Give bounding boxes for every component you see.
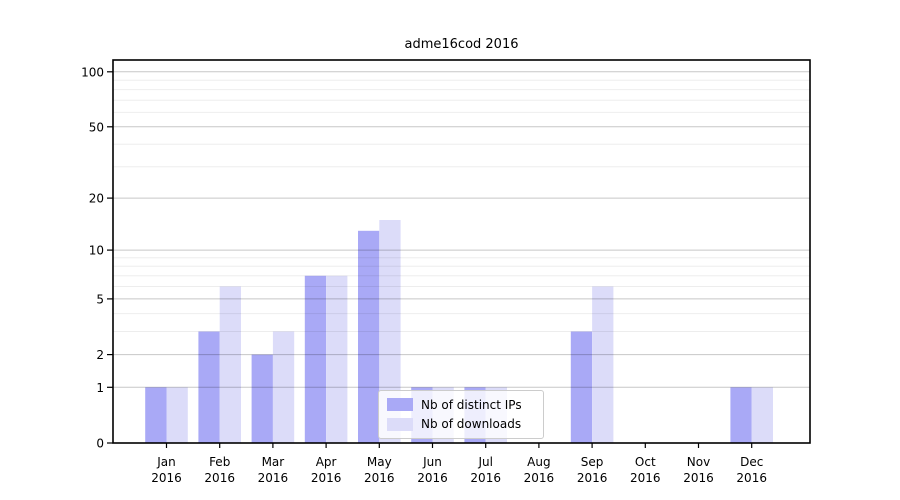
legend-entry-downloads: Nb of downloads (387, 417, 535, 432)
bar-nb-of-distinct-ips-feb-2016 (198, 331, 220, 443)
legend-entry-distinct-ips: Nb of distinct IPs (387, 397, 535, 412)
x-tick-label-month-apr-2016: Apr (316, 455, 337, 469)
x-tick-label-year-dec-2016: 2016 (736, 471, 767, 485)
x-tick-label-month-may-2016: May (367, 455, 392, 469)
bar-nb-of-distinct-ips-apr-2016 (304, 275, 327, 443)
legend: Nb of distinct IPs Nb of downloads (378, 390, 544, 439)
y-tick-label-10: 10 (89, 244, 104, 258)
x-tick-label-month-sep-2016: Sep (581, 455, 604, 469)
y-tick-label-50: 50 (89, 120, 104, 134)
bar-nb-of-distinct-ips-dec-2016 (730, 387, 752, 443)
legend-swatch-downloads (387, 417, 413, 431)
legend-label-downloads: Nb of downloads (421, 417, 522, 432)
x-tick-label-month-jul-2016: Jul (477, 455, 492, 469)
bar-nb-of-distinct-ips-sep-2016 (570, 331, 593, 443)
legend-label-distinct-ips: Nb of distinct IPs (421, 397, 522, 412)
x-tick-label-year-aug-2016: 2016 (524, 471, 555, 485)
x-tick-label-month-mar-2016: Mar (262, 455, 285, 469)
bar-nb-of-downloads-apr-2016 (326, 275, 348, 443)
y-tick-label-5: 5 (96, 292, 104, 306)
x-tick-label-year-sep-2016: 2016 (577, 471, 608, 485)
x-tick-label-year-may-2016: 2016 (364, 471, 395, 485)
legend-swatch-distinct-ips (387, 398, 413, 412)
chart-title: adme16cod 2016 (404, 37, 519, 52)
x-tick-label-month-aug-2016: Aug (527, 455, 550, 469)
bar-nb-of-distinct-ips-jan-2016 (145, 387, 167, 443)
y-tick-label-0: 0 (96, 437, 104, 451)
x-tick-label-month-oct-2016: Oct (635, 455, 656, 469)
y-tick-label-2: 2 (96, 348, 104, 362)
x-tick-label-year-apr-2016: 2016 (311, 471, 342, 485)
bar-nb-of-downloads-feb-2016 (219, 286, 241, 443)
y-tick-label-20: 20 (89, 192, 104, 206)
y-tick-label-100: 100 (81, 65, 104, 79)
bar-nb-of-downloads-jan-2016 (166, 387, 188, 443)
bar-nb-of-distinct-ips-mar-2016 (251, 354, 273, 443)
bar-nb-of-downloads-dec-2016 (751, 387, 773, 443)
y-tick-label-1: 1 (96, 381, 104, 395)
x-tick-label-year-jun-2016: 2016 (417, 471, 448, 485)
x-tick-label-year-mar-2016: 2016 (258, 471, 289, 485)
x-tick-label-year-jul-2016: 2016 (470, 471, 501, 485)
axes-border (112, 59, 811, 444)
x-tick-label-month-jan-2016: Jan (156, 455, 176, 469)
bar-nb-of-downloads-may-2016 (379, 220, 401, 443)
x-tick-label-month-feb-2016: Feb (209, 455, 230, 469)
bar-nb-of-downloads-sep-2016 (592, 286, 614, 443)
bar-nb-of-distinct-ips-may-2016 (358, 230, 380, 443)
x-tick-label-month-jun-2016: Jun (422, 455, 442, 469)
x-tick-label-year-nov-2016: 2016 (683, 471, 714, 485)
x-tick-label-month-dec-2016: Dec (740, 455, 763, 469)
x-tick-label-year-oct-2016: 2016 (630, 471, 661, 485)
bar-nb-of-downloads-mar-2016 (272, 331, 295, 443)
x-tick-label-year-jan-2016: 2016 (151, 471, 182, 485)
x-tick-label-month-nov-2016: Nov (687, 455, 710, 469)
x-tick-label-year-feb-2016: 2016 (204, 471, 235, 485)
